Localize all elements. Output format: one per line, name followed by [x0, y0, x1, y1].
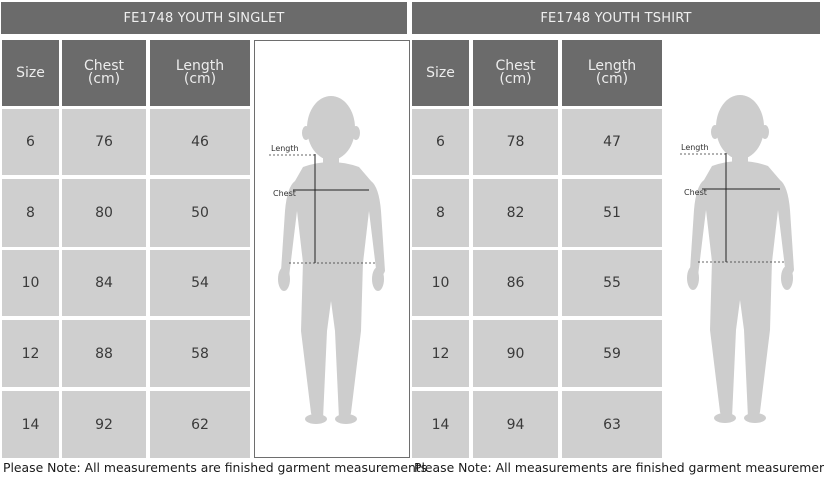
header-size: Size [2, 40, 59, 106]
cell-size: 14 [412, 391, 469, 458]
cell-length: 63 [562, 391, 662, 458]
cell-chest: 82 [473, 179, 558, 247]
header-chest-label: Chest (cm) [83, 58, 125, 87]
cell-size: 12 [2, 320, 59, 387]
child-silhouette-icon: Length Chest [269, 96, 385, 424]
cell-size: 10 [2, 250, 59, 316]
header-length: Length (cm) [150, 40, 250, 106]
cell-chest: 78 [473, 109, 558, 175]
cell-length: 46 [150, 109, 250, 175]
header-chest: Chest (cm) [473, 40, 558, 106]
measurement-note: Please Note: All measurements are finish… [3, 460, 428, 475]
header-length-label: Length (cm) [175, 58, 225, 87]
cell-size: 12 [412, 320, 469, 387]
cell-size: 14 [2, 391, 59, 458]
length-label: Length [681, 143, 709, 152]
header-size: Size [412, 40, 469, 106]
header-chest: Chest (cm) [62, 40, 146, 106]
chart-title: FE1748 YOUTH TSHIRT [412, 2, 820, 34]
header-length-label: Length (cm) [587, 58, 637, 87]
measurement-note: Please Note: All measurements are finish… [414, 460, 824, 475]
chest-label: Chest [684, 188, 707, 197]
cell-length: 59 [562, 320, 662, 387]
cell-chest: 94 [473, 391, 558, 458]
cell-size: 10 [412, 250, 469, 316]
cell-length: 54 [150, 250, 250, 316]
cell-size: 8 [2, 179, 59, 247]
cell-size: 6 [412, 109, 469, 175]
cell-chest: 80 [62, 179, 146, 247]
cell-chest: 84 [62, 250, 146, 316]
cell-length: 62 [150, 391, 250, 458]
chart-title: FE1748 YOUTH SINGLET [1, 2, 407, 34]
cell-length: 50 [150, 179, 250, 247]
cell-chest: 90 [473, 320, 558, 387]
cell-size: 6 [2, 109, 59, 175]
header-chest-label: Chest (cm) [495, 58, 536, 87]
header-length: Length (cm) [562, 40, 662, 106]
cell-length: 47 [562, 109, 662, 175]
chest-label: Chest [273, 189, 296, 198]
cell-chest: 92 [62, 391, 146, 458]
size-chart-tshirt: FE1748 YOUTH TSHIRT Size Chest (cm) Leng… [412, 0, 824, 479]
measurement-figure: Length Chest [664, 40, 820, 458]
measurement-figure: Length Chest [254, 40, 410, 458]
cell-length: 51 [562, 179, 662, 247]
cell-length: 58 [150, 320, 250, 387]
cell-chest: 88 [62, 320, 146, 387]
size-chart-singlet: FE1748 YOUTH SINGLET Size Chest (cm) Len… [0, 0, 427, 479]
cell-chest: 76 [62, 109, 146, 175]
length-label: Length [271, 144, 299, 153]
cell-chest: 86 [473, 250, 558, 316]
cell-size: 8 [412, 179, 469, 247]
child-silhouette-icon: Length Chest [680, 95, 794, 423]
cell-length: 55 [562, 250, 662, 316]
